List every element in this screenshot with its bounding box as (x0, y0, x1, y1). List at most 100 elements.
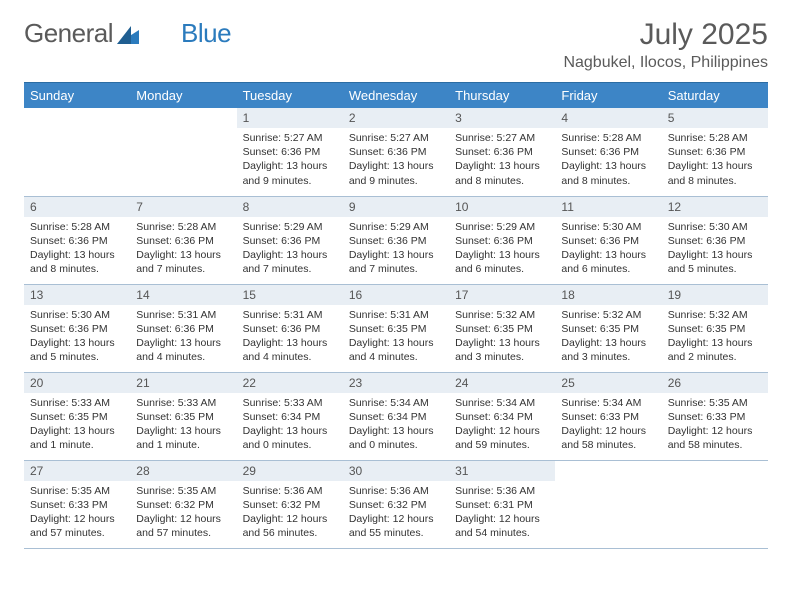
calendar-day-cell: 22Sunrise: 5:33 AMSunset: 6:34 PMDayligh… (237, 372, 343, 460)
day-number: 8 (237, 197, 343, 217)
day-data: Sunrise: 5:32 AMSunset: 6:35 PMDaylight:… (449, 305, 555, 369)
calendar-day-cell: 8Sunrise: 5:29 AMSunset: 6:36 PMDaylight… (237, 196, 343, 284)
day-data: Sunrise: 5:34 AMSunset: 6:34 PMDaylight:… (449, 393, 555, 457)
day-data: Sunrise: 5:35 AMSunset: 6:32 PMDaylight:… (130, 481, 236, 545)
calendar-day-cell: 17Sunrise: 5:32 AMSunset: 6:35 PMDayligh… (449, 284, 555, 372)
day-data: Sunrise: 5:32 AMSunset: 6:35 PMDaylight:… (555, 305, 661, 369)
calendar-table: SundayMondayTuesdayWednesdayThursdayFrid… (24, 82, 768, 549)
day-number: 17 (449, 285, 555, 305)
day-number: 4 (555, 108, 661, 128)
calendar-day-cell: 31Sunrise: 5:36 AMSunset: 6:31 PMDayligh… (449, 460, 555, 548)
day-number: 7 (130, 197, 236, 217)
day-data: Sunrise: 5:36 AMSunset: 6:31 PMDaylight:… (449, 481, 555, 545)
day-data: Sunrise: 5:36 AMSunset: 6:32 PMDaylight:… (237, 481, 343, 545)
day-number: 24 (449, 373, 555, 393)
day-data: Sunrise: 5:31 AMSunset: 6:36 PMDaylight:… (130, 305, 236, 369)
day-data: Sunrise: 5:28 AMSunset: 6:36 PMDaylight:… (130, 217, 236, 281)
calendar-week-row: 27Sunrise: 5:35 AMSunset: 6:33 PMDayligh… (24, 460, 768, 548)
title-block: July 2025 Nagbukel, Ilocos, Philippines (563, 18, 768, 72)
day-number: 9 (343, 197, 449, 217)
day-number: 20 (24, 373, 130, 393)
day-number: 10 (449, 197, 555, 217)
day-number: 13 (24, 285, 130, 305)
day-number: 11 (555, 197, 661, 217)
day-number: 22 (237, 373, 343, 393)
day-data: Sunrise: 5:29 AMSunset: 6:36 PMDaylight:… (237, 217, 343, 281)
calendar-day-cell: .. (555, 460, 661, 548)
calendar-day-cell: 21Sunrise: 5:33 AMSunset: 6:35 PMDayligh… (130, 372, 236, 460)
day-data: Sunrise: 5:35 AMSunset: 6:33 PMDaylight:… (24, 481, 130, 545)
day-data: Sunrise: 5:28 AMSunset: 6:36 PMDaylight:… (555, 128, 661, 192)
day-data: Sunrise: 5:33 AMSunset: 6:35 PMDaylight:… (24, 393, 130, 457)
calendar-day-cell: 1Sunrise: 5:27 AMSunset: 6:36 PMDaylight… (237, 108, 343, 196)
day-data: Sunrise: 5:33 AMSunset: 6:35 PMDaylight:… (130, 393, 236, 457)
day-data: Sunrise: 5:35 AMSunset: 6:33 PMDaylight:… (662, 393, 768, 457)
calendar-day-cell: 12Sunrise: 5:30 AMSunset: 6:36 PMDayligh… (662, 196, 768, 284)
day-data: Sunrise: 5:28 AMSunset: 6:36 PMDaylight:… (24, 217, 130, 281)
day-number: 31 (449, 461, 555, 481)
calendar-day-cell: 26Sunrise: 5:35 AMSunset: 6:33 PMDayligh… (662, 372, 768, 460)
calendar-day-cell: 18Sunrise: 5:32 AMSunset: 6:35 PMDayligh… (555, 284, 661, 372)
weekday-header: Tuesday (237, 83, 343, 109)
day-number: 16 (343, 285, 449, 305)
day-number: 26 (662, 373, 768, 393)
calendar-day-cell: 6Sunrise: 5:28 AMSunset: 6:36 PMDaylight… (24, 196, 130, 284)
day-data: Sunrise: 5:27 AMSunset: 6:36 PMDaylight:… (343, 128, 449, 192)
weekday-header: Thursday (449, 83, 555, 109)
day-number: 28 (130, 461, 236, 481)
day-number: 21 (130, 373, 236, 393)
day-number: 29 (237, 461, 343, 481)
calendar-week-row: 6Sunrise: 5:28 AMSunset: 6:36 PMDaylight… (24, 196, 768, 284)
day-number: 12 (662, 197, 768, 217)
calendar-day-cell: 3Sunrise: 5:27 AMSunset: 6:36 PMDaylight… (449, 108, 555, 196)
calendar-day-cell: 13Sunrise: 5:30 AMSunset: 6:36 PMDayligh… (24, 284, 130, 372)
calendar-day-cell: 24Sunrise: 5:34 AMSunset: 6:34 PMDayligh… (449, 372, 555, 460)
calendar-day-cell: 15Sunrise: 5:31 AMSunset: 6:36 PMDayligh… (237, 284, 343, 372)
logo-text-blue: Blue (181, 18, 231, 49)
day-data: Sunrise: 5:27 AMSunset: 6:36 PMDaylight:… (449, 128, 555, 192)
day-data: Sunrise: 5:34 AMSunset: 6:33 PMDaylight:… (555, 393, 661, 457)
logo-text-general: General (24, 18, 113, 49)
weekday-header: Sunday (24, 83, 130, 109)
calendar-day-cell: 23Sunrise: 5:34 AMSunset: 6:34 PMDayligh… (343, 372, 449, 460)
logo-sail-icon (117, 26, 139, 49)
calendar-day-cell: 5Sunrise: 5:28 AMSunset: 6:36 PMDaylight… (662, 108, 768, 196)
day-data: Sunrise: 5:31 AMSunset: 6:35 PMDaylight:… (343, 305, 449, 369)
weekday-header: Monday (130, 83, 236, 109)
calendar-day-cell: 20Sunrise: 5:33 AMSunset: 6:35 PMDayligh… (24, 372, 130, 460)
calendar-day-cell: 7Sunrise: 5:28 AMSunset: 6:36 PMDaylight… (130, 196, 236, 284)
day-data: Sunrise: 5:28 AMSunset: 6:36 PMDaylight:… (662, 128, 768, 192)
day-data: Sunrise: 5:32 AMSunset: 6:35 PMDaylight:… (662, 305, 768, 369)
calendar-day-cell: 29Sunrise: 5:36 AMSunset: 6:32 PMDayligh… (237, 460, 343, 548)
day-number: 30 (343, 461, 449, 481)
calendar-day-cell: 4Sunrise: 5:28 AMSunset: 6:36 PMDaylight… (555, 108, 661, 196)
day-number: 18 (555, 285, 661, 305)
calendar-day-cell: 10Sunrise: 5:29 AMSunset: 6:36 PMDayligh… (449, 196, 555, 284)
calendar-day-cell: .. (662, 460, 768, 548)
calendar-day-cell: 19Sunrise: 5:32 AMSunset: 6:35 PMDayligh… (662, 284, 768, 372)
weekday-header: Wednesday (343, 83, 449, 109)
logo: General Blue (24, 18, 231, 49)
day-data: Sunrise: 5:36 AMSunset: 6:32 PMDaylight:… (343, 481, 449, 545)
calendar-day-cell: 11Sunrise: 5:30 AMSunset: 6:36 PMDayligh… (555, 196, 661, 284)
day-number: 1 (237, 108, 343, 128)
day-number: 23 (343, 373, 449, 393)
day-data: Sunrise: 5:30 AMSunset: 6:36 PMDaylight:… (24, 305, 130, 369)
day-data: Sunrise: 5:27 AMSunset: 6:36 PMDaylight:… (237, 128, 343, 192)
day-data: Sunrise: 5:34 AMSunset: 6:34 PMDaylight:… (343, 393, 449, 457)
day-number: 6 (24, 197, 130, 217)
calendar-day-cell: 2Sunrise: 5:27 AMSunset: 6:36 PMDaylight… (343, 108, 449, 196)
header: General Blue July 2025 Nagbukel, Ilocos,… (24, 18, 768, 72)
day-data: Sunrise: 5:30 AMSunset: 6:36 PMDaylight:… (662, 217, 768, 281)
day-number: 3 (449, 108, 555, 128)
day-data: Sunrise: 5:33 AMSunset: 6:34 PMDaylight:… (237, 393, 343, 457)
weekday-header: Friday (555, 83, 661, 109)
day-number: 15 (237, 285, 343, 305)
day-data: Sunrise: 5:29 AMSunset: 6:36 PMDaylight:… (343, 217, 449, 281)
calendar-day-cell: 25Sunrise: 5:34 AMSunset: 6:33 PMDayligh… (555, 372, 661, 460)
day-number: 27 (24, 461, 130, 481)
day-number: 2 (343, 108, 449, 128)
day-data: Sunrise: 5:30 AMSunset: 6:36 PMDaylight:… (555, 217, 661, 281)
calendar-day-cell: 28Sunrise: 5:35 AMSunset: 6:32 PMDayligh… (130, 460, 236, 548)
day-data: Sunrise: 5:31 AMSunset: 6:36 PMDaylight:… (237, 305, 343, 369)
